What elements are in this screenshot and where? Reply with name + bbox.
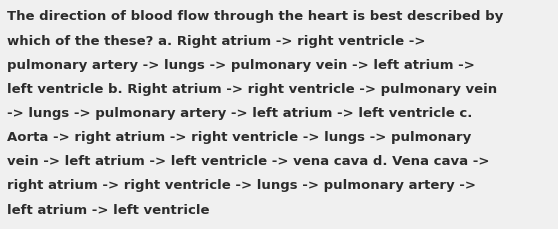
Text: vein -> left atrium -> left ventricle -> vena cava d. Vena cava ->: vein -> left atrium -> left ventricle ->… <box>7 155 489 168</box>
Text: left atrium -> left ventricle: left atrium -> left ventricle <box>7 203 209 216</box>
Text: pulmonary artery -> lungs -> pulmonary vein -> left atrium ->: pulmonary artery -> lungs -> pulmonary v… <box>7 58 474 71</box>
Text: -> lungs -> pulmonary artery -> left atrium -> left ventricle c.: -> lungs -> pulmonary artery -> left atr… <box>7 106 472 120</box>
Text: Aorta -> right atrium -> right ventricle -> lungs -> pulmonary: Aorta -> right atrium -> right ventricle… <box>7 131 471 144</box>
Text: The direction of blood flow through the heart is best described by: The direction of blood flow through the … <box>7 10 503 23</box>
Text: right atrium -> right ventricle -> lungs -> pulmonary artery ->: right atrium -> right ventricle -> lungs… <box>7 179 476 192</box>
Text: which of the these? a. Right atrium -> right ventricle ->: which of the these? a. Right atrium -> r… <box>7 34 425 47</box>
Text: left ventricle b. Right atrium -> right ventricle -> pulmonary vein: left ventricle b. Right atrium -> right … <box>7 82 497 95</box>
